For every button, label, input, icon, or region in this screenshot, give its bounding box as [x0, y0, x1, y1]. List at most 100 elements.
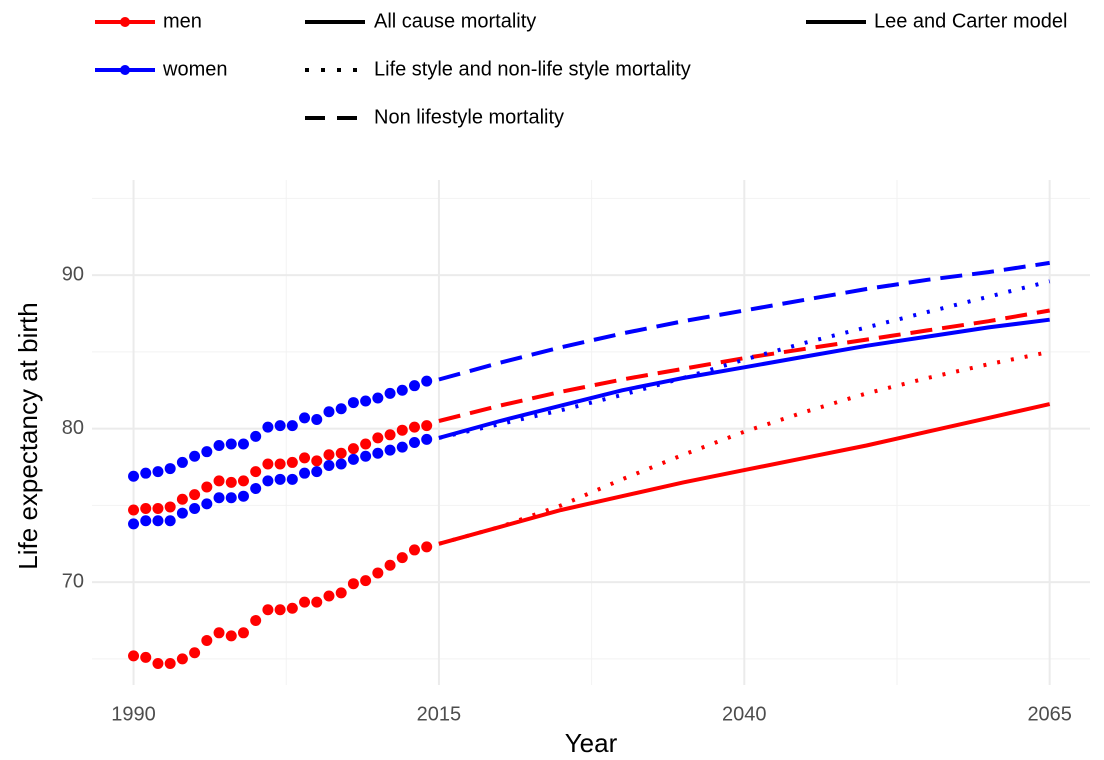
data-point [286, 420, 298, 432]
data-point [384, 387, 396, 399]
data-point [274, 473, 286, 485]
data-point [201, 481, 213, 493]
data-point [372, 392, 384, 404]
data-point [335, 458, 347, 470]
data-point [213, 440, 225, 452]
data-point [250, 430, 262, 442]
data-point [250, 483, 262, 495]
legend-label: Non lifestyle mortality [374, 106, 564, 128]
data-point [372, 432, 384, 444]
data-point [176, 653, 188, 665]
data-point [286, 456, 298, 468]
data-point [176, 493, 188, 505]
data-point [237, 475, 249, 487]
data-point [384, 559, 396, 571]
data-point [262, 421, 274, 433]
data-point [323, 590, 335, 602]
data-point [176, 456, 188, 468]
data-point [384, 429, 396, 441]
data-point [299, 467, 311, 479]
data-point [225, 492, 237, 504]
data-point [250, 466, 262, 478]
data-point [421, 541, 433, 553]
data-point [201, 446, 213, 458]
data-point [360, 450, 372, 462]
data-point [274, 420, 286, 432]
data-point [323, 406, 335, 418]
y-axis-title: Life expectancy at birth [13, 302, 43, 569]
data-point [396, 384, 408, 396]
data-point [360, 438, 372, 450]
data-point [237, 438, 249, 450]
legend-swatch [120, 65, 130, 75]
data-point [176, 507, 188, 519]
data-point [164, 501, 176, 513]
data-point [421, 433, 433, 445]
data-point [213, 627, 225, 639]
y-tick-label: 70 [62, 570, 84, 592]
data-point [128, 504, 140, 516]
legend-label: All cause mortality [374, 10, 536, 32]
data-point [189, 502, 201, 514]
data-point [140, 502, 152, 514]
data-point [164, 515, 176, 527]
x-tick-label: 2015 [417, 703, 462, 725]
data-point [360, 395, 372, 407]
data-point [262, 458, 274, 470]
data-point [384, 444, 396, 456]
data-point [421, 375, 433, 387]
data-point [152, 658, 164, 670]
data-point [128, 518, 140, 530]
data-point [299, 596, 311, 608]
data-point [311, 455, 323, 467]
data-point [201, 634, 213, 646]
data-point [213, 492, 225, 504]
data-point [274, 458, 286, 470]
data-point [335, 403, 347, 415]
data-point [323, 449, 335, 461]
data-point [347, 443, 359, 455]
data-point [140, 515, 152, 527]
data-point [213, 475, 225, 487]
data-point [396, 424, 408, 436]
data-point [335, 447, 347, 459]
x-axis-title: Year [565, 728, 618, 758]
data-point [237, 490, 249, 502]
data-point [152, 515, 164, 527]
data-point [347, 578, 359, 590]
data-point [225, 438, 237, 450]
legend-label: women [162, 58, 227, 80]
series-line [438, 260, 1050, 382]
data-point [128, 470, 140, 482]
x-tick-label: 2040 [722, 703, 767, 725]
data-point [311, 466, 323, 478]
data-point [286, 602, 298, 614]
data-point [323, 460, 335, 472]
data-point [372, 567, 384, 579]
data-point [347, 397, 359, 409]
data-point [360, 575, 372, 587]
data-point [408, 380, 420, 392]
data-point [189, 647, 201, 659]
data-point [140, 651, 152, 663]
data-point [311, 413, 323, 425]
series-line [438, 402, 1051, 546]
data-point [262, 475, 274, 487]
data-point [311, 596, 323, 608]
data-point [396, 552, 408, 564]
x-tick-label: 2065 [1027, 703, 1072, 725]
data-point [225, 630, 237, 642]
y-tick-label: 80 [62, 417, 84, 439]
data-point [128, 650, 140, 662]
data-point [408, 421, 420, 433]
series-line [438, 308, 1051, 423]
data-point [299, 452, 311, 464]
data-point [274, 604, 286, 616]
data-point [347, 453, 359, 465]
x-tick-label: 1990 [111, 703, 156, 725]
legend-swatch [120, 17, 130, 27]
legend-label: Lee and Carter model [874, 10, 1067, 32]
data-point [408, 436, 420, 448]
data-point [164, 658, 176, 670]
